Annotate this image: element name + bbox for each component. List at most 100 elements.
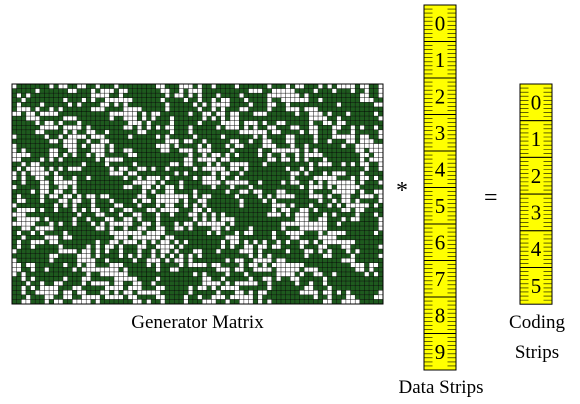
matrix-cell-filled [290, 294, 295, 300]
matrix-cell-filled [327, 226, 332, 231]
matrix-cell-filled [299, 171, 305, 176]
matrix-cell-filled [253, 244, 258, 249]
matrix-cell-filled [304, 84, 309, 89]
matrix-cell-filled [58, 267, 64, 272]
matrix-cell-filled [25, 194, 31, 199]
matrix-cell-filled [39, 84, 45, 89]
matrix-cell-filled [271, 106, 277, 112]
matrix-cell-filled [216, 258, 221, 263]
matrix-cell-filled [95, 262, 101, 268]
matrix-cell-filled [364, 102, 370, 107]
matrix-cell-filled [294, 116, 300, 121]
matrix-cell-filled [202, 230, 207, 236]
matrix-cell-filled [39, 216, 45, 222]
matrix-cell-filled [76, 175, 82, 181]
matrix-cell-filled [192, 221, 198, 227]
matrix-cell-filled [336, 285, 342, 291]
matrix-cell-filled [63, 171, 68, 176]
matrix-cell-filled [25, 134, 31, 139]
matrix-cell-filled [234, 253, 240, 259]
matrix-cell-filled [225, 221, 230, 227]
matrix-cell-filled [174, 281, 179, 286]
matrix-cell-filled [197, 271, 203, 277]
generator-matrix-gridlines [11, 83, 384, 305]
matrix-cell-filled [109, 253, 115, 259]
matrix-cell-filled [248, 125, 254, 130]
matrix-cell-filled [336, 139, 342, 144]
matrix-cell-filled [21, 253, 26, 259]
matrix-cell-filled [290, 253, 295, 259]
matrix-cell-filled [308, 134, 314, 139]
matrix-cell-filled [280, 175, 286, 181]
matrix-cell-filled [86, 235, 91, 240]
matrix-cell-filled [359, 294, 365, 300]
matrix-cell-filled [341, 102, 346, 107]
matrix-cell-filled [151, 97, 156, 103]
matrix-cell-filled [95, 171, 101, 176]
matrix-cell-filled [341, 203, 346, 208]
matrix-cell-filled [151, 203, 156, 208]
matrix-cell-filled [299, 125, 305, 130]
matrix-cell-filled [127, 157, 133, 162]
matrix-cell-filled [25, 148, 31, 153]
matrix-cell-filled [211, 244, 217, 249]
matrix-cell-filled [253, 84, 258, 89]
matrix-cell-filled [359, 106, 365, 112]
matrix-cell-filled [58, 129, 64, 135]
matrix-cell-filled [12, 285, 17, 291]
matrix-cell-filled [44, 175, 50, 181]
matrix-cell-filled [155, 299, 161, 304]
matrix-cell-filled [90, 171, 96, 176]
matrix-cell-filled [369, 125, 374, 130]
matrix-cell-filled [86, 88, 91, 94]
matrix-cell-filled [127, 271, 133, 277]
matrix-cell-filled [141, 157, 147, 162]
matrix-cell-filled [234, 276, 240, 282]
matrix-cell-filled [294, 102, 300, 107]
matrix-cell-filled [373, 171, 379, 176]
data-strip-4: 4 [423, 150, 457, 188]
matrix-cell-filled [160, 111, 166, 117]
matrix-cell-filled [44, 129, 50, 135]
matrix-cell-filled [369, 249, 374, 254]
matrix-cell-filled [229, 198, 235, 204]
matrix-cell-filled [359, 271, 365, 277]
matrix-cell-filled [183, 207, 189, 213]
matrix-cell-filled [327, 116, 332, 121]
matrix-cell-filled [76, 203, 82, 208]
matrix-cell-filled [67, 212, 73, 217]
matrix-cell-filled [151, 102, 156, 107]
matrix-cell-filled [39, 143, 45, 149]
matrix-cell-filled [331, 207, 337, 213]
matrix-cell-filled [350, 97, 356, 103]
matrix-cell-filled [308, 93, 314, 98]
matrix-cell-filled [132, 189, 138, 194]
matrix-cell-filled [132, 84, 138, 89]
matrix-cell-filled [81, 194, 87, 199]
matrix-cell-filled [100, 235, 105, 240]
matrix-cell-filled [369, 84, 374, 89]
matrix-cell-filled [262, 281, 268, 286]
matrix-cell-filled [146, 148, 152, 153]
matrix-cell-filled [331, 152, 337, 158]
matrix-cell-filled [336, 198, 342, 204]
matrix-cell-filled [285, 235, 291, 240]
matrix-cell-filled [378, 175, 383, 181]
matrix-cell-filled [220, 198, 226, 204]
matrix-cell-filled [197, 139, 203, 144]
matrix-cell-filled [318, 88, 323, 94]
matrix-cell-filled [318, 139, 323, 144]
matrix-cell-filled [39, 148, 45, 153]
matrix-cell-filled [95, 97, 101, 103]
matrix-cell-filled [95, 203, 101, 208]
matrix-cell-filled [146, 111, 152, 117]
matrix-cell-filled [304, 276, 309, 282]
matrix-cell-filled [109, 125, 115, 130]
matrix-cell-filled [104, 148, 110, 153]
matrix-cell-filled [49, 276, 54, 282]
matrix-cell-filled [174, 203, 179, 208]
matrix-cell-filled [299, 203, 305, 208]
matrix-cell-filled [35, 249, 40, 254]
matrix-cell-filled [155, 180, 161, 185]
